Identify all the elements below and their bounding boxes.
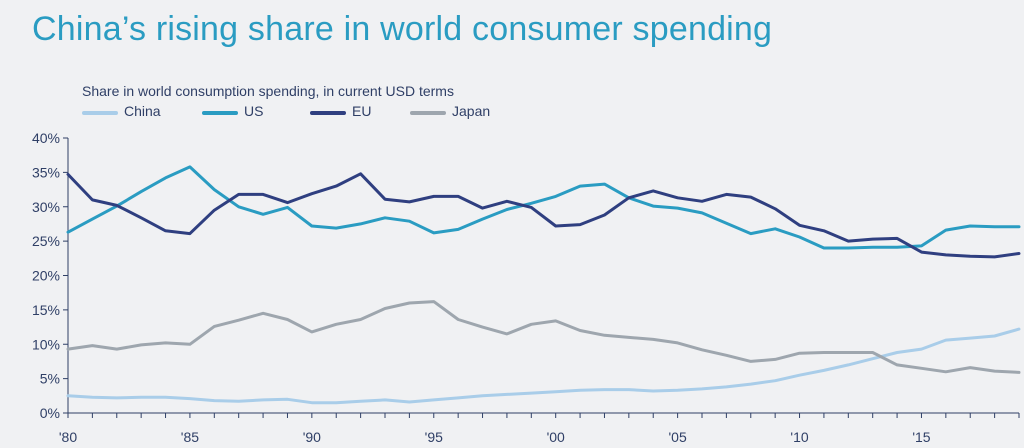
legend-label-japan: Japan: [452, 103, 491, 119]
legend-label-eu: EU: [352, 103, 372, 119]
x-tick-label: '15: [912, 429, 930, 445]
y-tick-label: 15%: [32, 302, 60, 318]
x-tick-label: '95: [425, 429, 443, 445]
y-tick-label: 20%: [32, 268, 60, 284]
series-line-eu: [66, 172, 1021, 259]
legend-swatch-us: [202, 111, 238, 115]
series-line-china: [66, 327, 1021, 405]
legend-label-us: US: [244, 103, 264, 119]
y-tick-label: 30%: [32, 199, 60, 215]
x-tick-label: '10: [790, 429, 808, 445]
y-tick-label: 35%: [32, 164, 60, 180]
series-line-us: [66, 165, 1021, 250]
legend-swatch-eu: [310, 111, 346, 115]
legend-label-china: China: [124, 103, 161, 119]
y-tick-label: 40%: [32, 130, 60, 146]
legend-swatch-china: [82, 111, 118, 115]
legend-swatch-japan: [410, 111, 446, 115]
y-tick-label: 25%: [32, 233, 60, 249]
x-tick-label: '00: [547, 429, 565, 445]
x-tick-label: '85: [181, 429, 199, 445]
series-line-japan: [66, 300, 1021, 374]
x-tick-label: '05: [668, 429, 686, 445]
x-tick-label: '90: [303, 429, 321, 445]
y-tick-label: 0%: [40, 405, 60, 421]
y-tick-label: 5%: [40, 371, 60, 387]
chart-subtitle: Share in world consumption spending, in …: [82, 83, 454, 99]
chart-title: China’s rising share in world consumer s…: [32, 10, 773, 48]
y-tick-label: 10%: [32, 336, 60, 352]
x-tick-label: '80: [59, 429, 77, 445]
